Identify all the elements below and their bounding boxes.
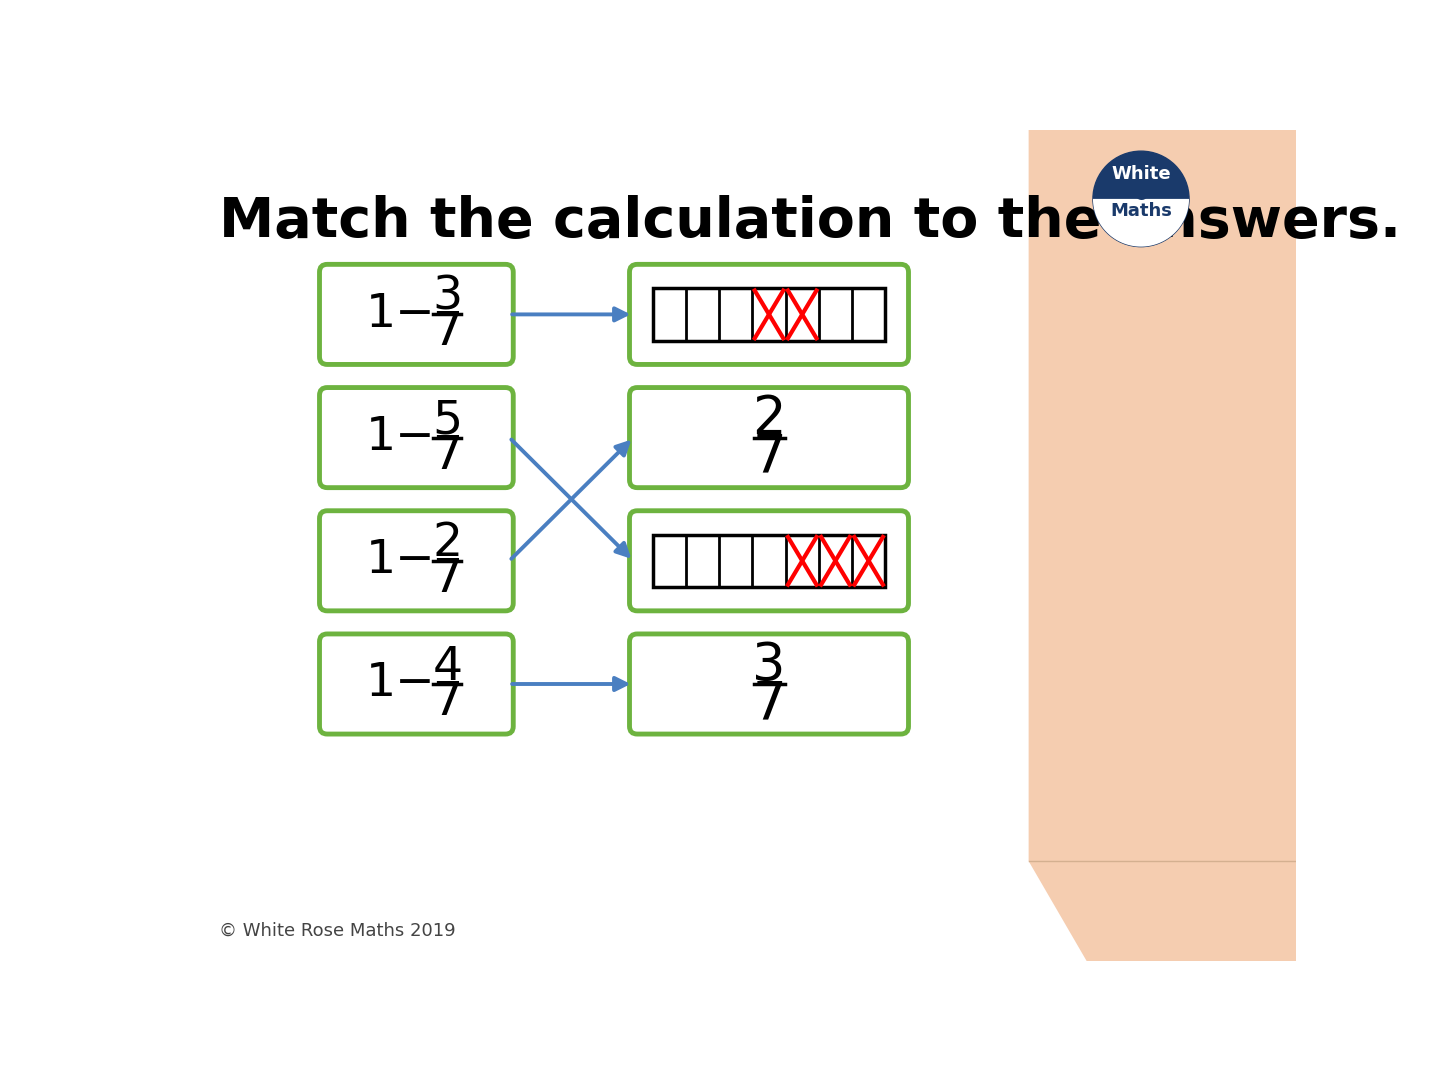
FancyBboxPatch shape	[629, 388, 909, 488]
Text: 2: 2	[432, 522, 462, 566]
Text: 3: 3	[432, 275, 462, 320]
Text: © White Rose Maths 2019: © White Rose Maths 2019	[219, 921, 455, 940]
Text: 1−: 1−	[366, 292, 436, 337]
Bar	[652, 288, 886, 340]
FancyBboxPatch shape	[320, 511, 513, 611]
Text: Maths: Maths	[1110, 202, 1172, 220]
Text: 3: 3	[752, 639, 786, 691]
Text: 1−: 1−	[366, 415, 436, 460]
FancyBboxPatch shape	[320, 634, 513, 734]
FancyBboxPatch shape	[320, 265, 513, 364]
Polygon shape	[1093, 199, 1189, 246]
Text: 7: 7	[432, 433, 462, 478]
FancyBboxPatch shape	[629, 511, 909, 611]
FancyBboxPatch shape	[629, 634, 909, 734]
Text: 1−: 1−	[366, 661, 436, 706]
Polygon shape	[1028, 130, 1296, 961]
Text: R●e: R●e	[1120, 184, 1162, 202]
Text: 7: 7	[752, 432, 786, 484]
Text: 4: 4	[432, 645, 462, 689]
Text: 1−: 1−	[366, 538, 436, 583]
Text: 7: 7	[432, 310, 462, 355]
FancyBboxPatch shape	[320, 388, 513, 488]
Text: White: White	[1112, 165, 1171, 184]
FancyBboxPatch shape	[629, 265, 909, 364]
Circle shape	[1093, 151, 1189, 246]
Text: 7: 7	[432, 680, 462, 725]
Text: Match the calculation to the answers.: Match the calculation to the answers.	[219, 195, 1401, 249]
Bar	[652, 535, 886, 588]
Text: 2: 2	[752, 393, 786, 445]
Text: 7: 7	[752, 678, 786, 730]
Text: 5: 5	[432, 399, 462, 443]
Text: 7: 7	[432, 557, 462, 602]
